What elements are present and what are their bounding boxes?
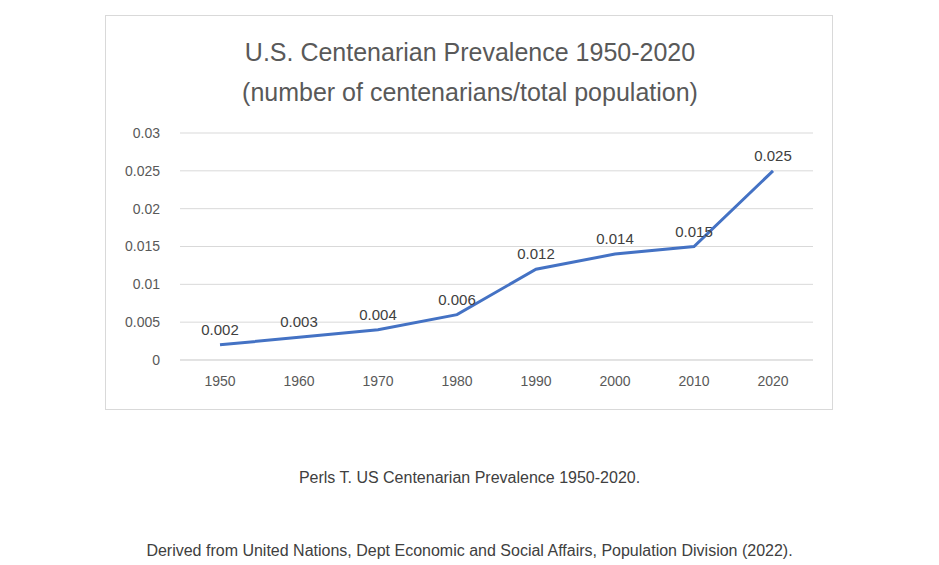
svg-text:1950: 1950 <box>204 373 235 389</box>
svg-text:0.006: 0.006 <box>438 291 476 308</box>
svg-text:1990: 1990 <box>520 373 551 389</box>
svg-text:0.002: 0.002 <box>201 321 239 338</box>
html-text:U.S. Centenarian Prevalence 19: U.S. Centenarian Prevalence 1950-2020 <box>244 38 696 66</box>
svg-text:0.004: 0.004 <box>359 306 397 323</box>
svg-text:0.01: 0.01 <box>133 276 160 292</box>
svg-text:0.025: 0.025 <box>754 147 792 164</box>
svg-text:0.015: 0.015 <box>675 223 713 240</box>
svg-text:0.005: 0.005 <box>125 314 160 330</box>
svg-text:0.014: 0.014 <box>596 230 634 247</box>
html-text:(number of centenarians/total: (number of centenarians/total population… <box>242 78 698 106</box>
svg-text:0.015: 0.015 <box>125 238 160 254</box>
svg-text:2010: 2010 <box>678 373 709 389</box>
svg-text:2020: 2020 <box>757 373 788 389</box>
svg-text:1980: 1980 <box>441 373 472 389</box>
html-text:Perls T. US Centenarian Preval: Perls T. US Centenarian Prevalence 1950-… <box>298 469 641 486</box>
html-text:Derived from United Nations, D: Derived from United Nations, Dept Econom… <box>146 542 793 559</box>
svg-text:2000: 2000 <box>599 373 630 389</box>
svg-text:0: 0 <box>152 352 160 368</box>
svg-text:0.025: 0.025 <box>125 163 160 179</box>
svg-text:0.02: 0.02 <box>133 201 160 217</box>
svg-text:0.03: 0.03 <box>133 125 160 141</box>
svg-text:0.012: 0.012 <box>517 245 555 262</box>
svg-text:0.003: 0.003 <box>280 313 318 330</box>
svg-text:1960: 1960 <box>283 373 314 389</box>
svg-text:1970: 1970 <box>362 373 393 389</box>
